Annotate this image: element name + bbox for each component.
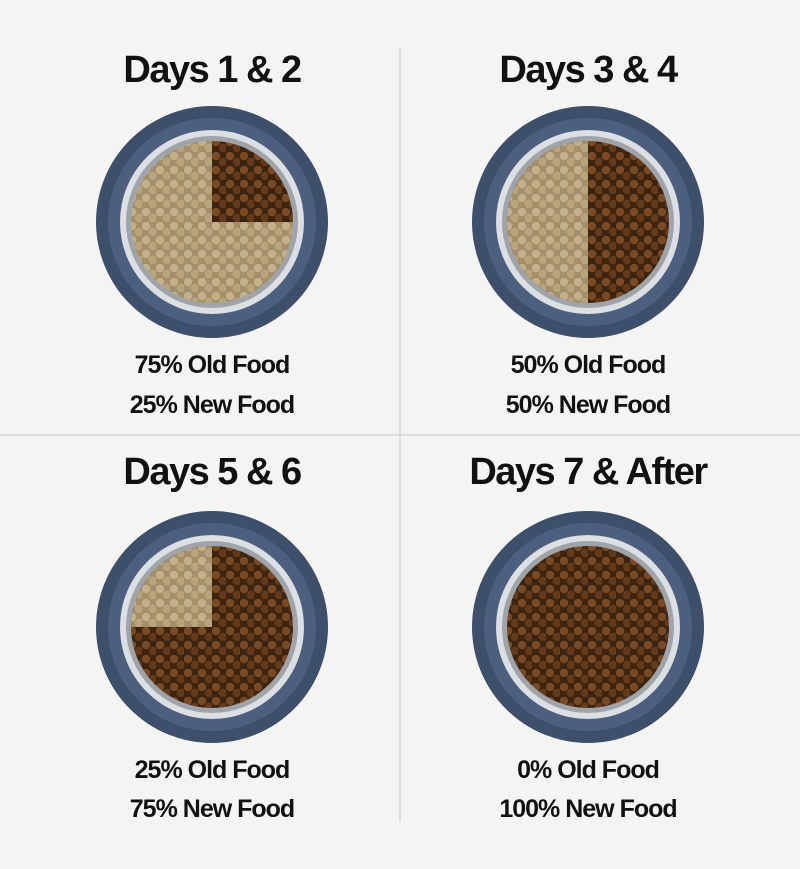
ratio-line: 50% Old Food (511, 351, 666, 379)
bowl (96, 106, 328, 338)
ratio-line: 50% New Food (506, 391, 670, 419)
bowl (472, 106, 704, 338)
ratio-line: 100% New Food (499, 795, 676, 823)
panel-title: Days 7 & After (469, 451, 708, 493)
ratio-line: 25% New Food (130, 391, 294, 419)
panel-title: Days 3 & 4 (499, 49, 678, 91)
panel-title: Days 5 & 6 (123, 451, 301, 493)
bowl (472, 511, 704, 743)
ratio-line: 25% Old Food (135, 756, 290, 784)
ratio-line: 75% Old Food (135, 351, 290, 379)
bowl (96, 511, 328, 743)
ratio-line: 0% Old Food (517, 756, 659, 784)
panel-title: Days 1 & 2 (123, 49, 301, 91)
ratio-line: 75% New Food (130, 795, 294, 823)
